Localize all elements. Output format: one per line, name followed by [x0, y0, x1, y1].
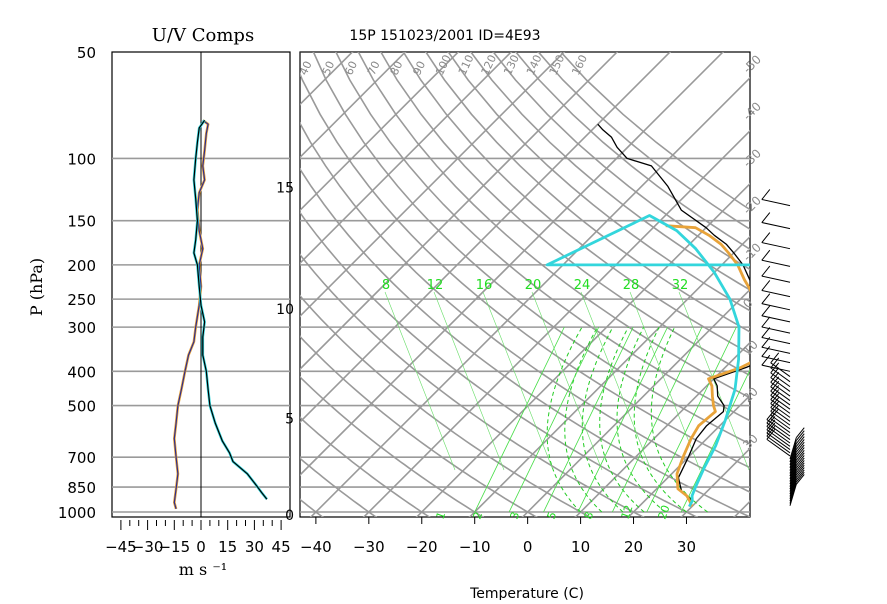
- wind-barb-staff: [767, 420, 790, 437]
- uv-y-tick-label: 100: [67, 150, 96, 168]
- skewt-mixing-ratio-label: 16: [476, 278, 493, 293]
- wind-barb-flag: [762, 266, 770, 276]
- uv-series-group: [174, 120, 267, 509]
- skewt-isotherm: [0, 18, 334, 520]
- uv-title: U/V Comps: [152, 25, 254, 46]
- skewt-x-tick-label: 0: [523, 538, 533, 556]
- skewt-mixing-ratio-line: [612, 327, 702, 512]
- uv-panel: 501001502002503004005007008501000−45−30−…: [58, 44, 291, 556]
- skewt-mixing-ratio-label: 20: [525, 278, 542, 293]
- wind-barb-flag: [762, 189, 770, 199]
- skewt-isotherm: [573, 18, 887, 520]
- wind-barb-flag: [762, 233, 770, 243]
- wind-barb-flag: [771, 353, 779, 363]
- skewt-isotherm-label: -30: [740, 146, 764, 170]
- skewt-isotherm-label: -40: [740, 99, 764, 123]
- skewt-x-tick-label: −40: [300, 538, 332, 556]
- uv-y-tick-label: 700: [67, 449, 96, 467]
- uv-x-tick-label: 0: [196, 538, 206, 556]
- skewt-dry-adiabat: [88, 36, 379, 520]
- skewt-mixing-ratio-label: 8: [382, 278, 390, 293]
- wind-barb-flag: [762, 280, 770, 290]
- skewt-mixing-ratio-label: 24: [574, 278, 591, 293]
- skewt-isotherm: [0, 18, 440, 520]
- skewt-isotherm-label: 10: [740, 337, 761, 358]
- wind-barb-flag: [762, 294, 770, 304]
- skewt-mixing-ratio-label: 12: [427, 278, 444, 293]
- wind-barb-staff: [762, 260, 790, 266]
- skewt-isotherm: [838, 18, 887, 520]
- wind-barb-staff: [762, 347, 790, 353]
- wind-barbs: [762, 189, 804, 505]
- skewt-x-tick-label: 30: [677, 538, 696, 556]
- wind-barb-staff: [762, 223, 790, 229]
- skewt-mixing-ratio-line: [578, 327, 668, 512]
- uv-y-tick-label: 150: [67, 213, 96, 231]
- skewt-x-tick-label: −20: [406, 538, 438, 556]
- skewt-mixing-ratio-line: [475, 327, 565, 512]
- wind-barb-staff: [762, 243, 790, 249]
- skewt-isotherm: [308, 18, 810, 520]
- skewt-isotherm: [467, 18, 887, 520]
- wind-barb-flag: [762, 250, 770, 260]
- skewt-dry-adiabat: [66, 36, 326, 520]
- wind-barb-staff: [767, 436, 790, 453]
- skewt-x-tick-label: −10: [459, 538, 491, 556]
- skewt-isotherm: [203, 18, 705, 520]
- uv-y-tick-label: 1000: [58, 504, 96, 522]
- skewt-height-km-label: 5: [285, 411, 294, 427]
- skewt-isotherm-label: 30: [740, 431, 761, 452]
- skewt-height-km-label: 15: [276, 180, 294, 196]
- wind-barb-flag: [762, 213, 770, 223]
- uv-x-tick-label: 30: [245, 538, 264, 556]
- skewt-x-tick-label: 20: [624, 538, 643, 556]
- skewt-height-km-label: 0: [285, 508, 294, 524]
- skewt-adiabat-label: 70: [365, 59, 383, 77]
- skewt-isotherm-label: -20: [740, 193, 764, 217]
- skewt-isotherm: [414, 18, 887, 520]
- skewt-adiabat-label: 60: [342, 59, 360, 77]
- skewt-isotherm-label: -50: [740, 52, 764, 76]
- skewt-mixing-ratio-label: 32: [672, 278, 689, 293]
- wind-barb-staff: [762, 199, 790, 205]
- skewt-moist-adiabat: [547, 327, 582, 512]
- skewt-isotherm: [0, 18, 387, 520]
- skewt-mixing-ratio-label: 28: [623, 278, 640, 293]
- wind-barb-staff: [762, 276, 790, 282]
- skewt-x-tick-label: 10: [571, 538, 590, 556]
- uv-y-tick-label: 50: [77, 44, 96, 62]
- skewt-adiabat-label: 160: [569, 53, 590, 78]
- uv-x-axis-label: m s ⁻¹: [179, 560, 227, 579]
- uv-y-tick-label: 850: [67, 479, 96, 497]
- skewt-adiabat-label: 50: [320, 59, 338, 77]
- skewt-moist-adiabat: [600, 327, 644, 512]
- uv-y-tick-label: 200: [67, 257, 96, 275]
- skewt-title: 15P 151023/2001 ID=4E93: [349, 28, 540, 44]
- wind-barb-staff: [767, 430, 790, 447]
- uv-y-tick-label: 400: [67, 363, 96, 381]
- skewt-adiabat-label: 80: [388, 59, 406, 77]
- uv-x-tick-label: −15: [158, 538, 190, 556]
- uv-y-axis-label: P (hPa): [27, 258, 46, 316]
- uv-x-tick-label: 15: [218, 538, 237, 556]
- wind-barb-staff: [762, 304, 790, 310]
- uv-y-tick-label: 500: [67, 398, 96, 416]
- skewt-height-km-label: 10: [276, 302, 294, 318]
- uv-y-tick-label: 250: [67, 291, 96, 309]
- wind-barb-flag: [762, 306, 770, 316]
- wind-barb-staff: [762, 290, 790, 296]
- uv-x-tick-label: 45: [272, 538, 291, 556]
- skewt-x-tick-label: −30: [353, 538, 385, 556]
- wind-barb-flag: [762, 317, 770, 327]
- skewt-isotherm-label: 0: [740, 296, 755, 311]
- uv-y-tick-label: 300: [67, 319, 96, 337]
- skewt-adiabat-label: 90: [410, 59, 428, 77]
- skewt-x-axis-label: Temperature (C): [469, 586, 584, 600]
- skewt-isotherm: [97, 18, 599, 520]
